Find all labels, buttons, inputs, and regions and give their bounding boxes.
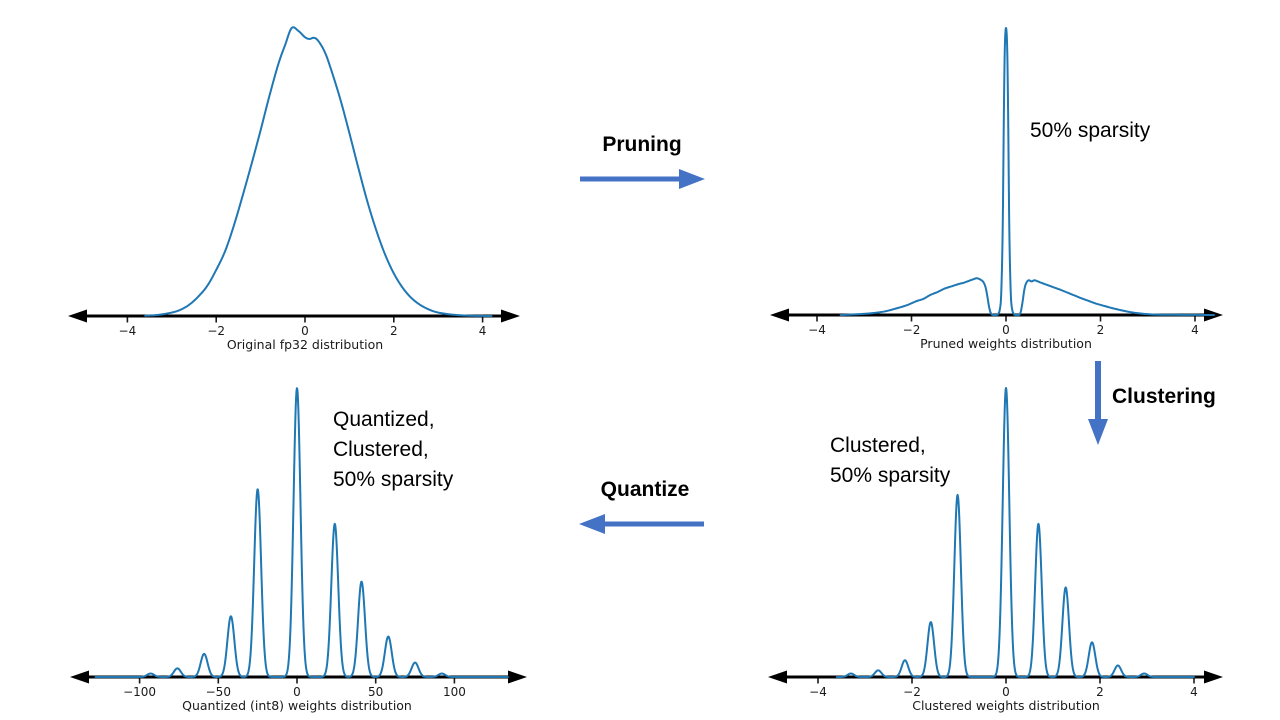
distribution-curve — [835, 387, 1195, 678]
x-axis-label: Clustered weights distribution — [912, 698, 1100, 713]
chart-quantized-int8-weights-distribution: −100 −50 0 50 100 Quantized (int8) weights di… — [70, 387, 527, 713]
x-axis-tick-label: 4 — [479, 324, 487, 338]
x-axis-label: Pruned weights distribution — [920, 336, 1092, 351]
x-axis-tick-label: 2 — [1097, 323, 1105, 337]
x-axis-tick-label: 2 — [1096, 685, 1104, 699]
quantize-step-label: Quantize — [600, 478, 690, 501]
x-axis-tick-label: 4 — [1191, 323, 1199, 337]
note-line: 50% sparsity — [333, 468, 454, 491]
distribution-curve — [94, 387, 509, 678]
x-axis-right-arrowhead-icon — [1204, 670, 1223, 684]
x-axis-label: Original fp32 distribution — [227, 337, 383, 352]
chart-original-fp32-distribution: −4 −2 0 2 4 Original fp32 distribution — [68, 26, 520, 352]
quantized-note: Quantized, Clustered, 50% sparsity — [333, 405, 453, 495]
note-line: Clustered, — [830, 434, 926, 457]
x-axis-label: Quantized (int8) weights distribution — [182, 698, 412, 713]
x-axis-tick-label: 0 — [301, 324, 309, 338]
distribution-curve — [144, 26, 493, 317]
x-axis-tick-label: 4 — [1190, 685, 1198, 699]
chart-pruned-weights-distribution: −4 −2 0 2 4 Pruned weights distribution — [770, 27, 1223, 351]
x-axis-tick-label: −50 — [206, 685, 231, 699]
clustering-step-label: Clustering — [1112, 385, 1216, 408]
arrow-down-clustering-icon — [1088, 361, 1108, 445]
x-axis-left-arrowhead-icon — [68, 309, 87, 323]
arrow-left-quantize-icon — [579, 514, 704, 534]
x-axis-tick-label: 2 — [390, 324, 398, 338]
x-axis-tick-label: −100 — [123, 685, 156, 699]
note-line: 50% sparsity — [1030, 119, 1151, 142]
x-axis-right-arrowhead-icon — [508, 670, 527, 684]
arrow-right-pruning-icon — [580, 169, 705, 189]
x-axis-right-arrowhead-icon — [501, 309, 520, 323]
x-axis-tick-label: −4 — [808, 323, 826, 337]
x-axis-tick-label: 0 — [293, 685, 301, 699]
x-axis-tick-label: 100 — [443, 685, 466, 699]
x-axis-tick-label: 0 — [1002, 685, 1010, 699]
x-axis-tick-label: −2 — [207, 324, 225, 338]
x-axis-left-arrowhead-icon — [768, 670, 787, 684]
x-axis-tick-label: −2 — [903, 323, 921, 337]
x-axis-tick-label: −4 — [119, 324, 137, 338]
x-axis-tick-label: −2 — [903, 685, 921, 699]
x-axis-left-arrowhead-icon — [770, 308, 789, 322]
pruned-sparsity-note: 50% sparsity — [1030, 116, 1150, 146]
note-line: 50% sparsity — [830, 464, 951, 487]
note-line: Quantized, — [333, 408, 435, 431]
x-axis-left-arrowhead-icon — [70, 670, 89, 684]
pruning-step-label: Pruning — [602, 133, 682, 156]
x-axis-tick-label: 0 — [1002, 323, 1010, 337]
note-line: Clustered, — [333, 438, 429, 461]
chart-clustered-weights-distribution: −4 −2 0 2 4 Clustered weights distribution — [768, 387, 1223, 713]
x-axis-tick-label: −4 — [809, 685, 827, 699]
x-axis-tick-label: 50 — [368, 685, 383, 699]
distribution-curve — [839, 27, 1215, 316]
clustered-note: Clustered, 50% sparsity — [830, 431, 950, 491]
